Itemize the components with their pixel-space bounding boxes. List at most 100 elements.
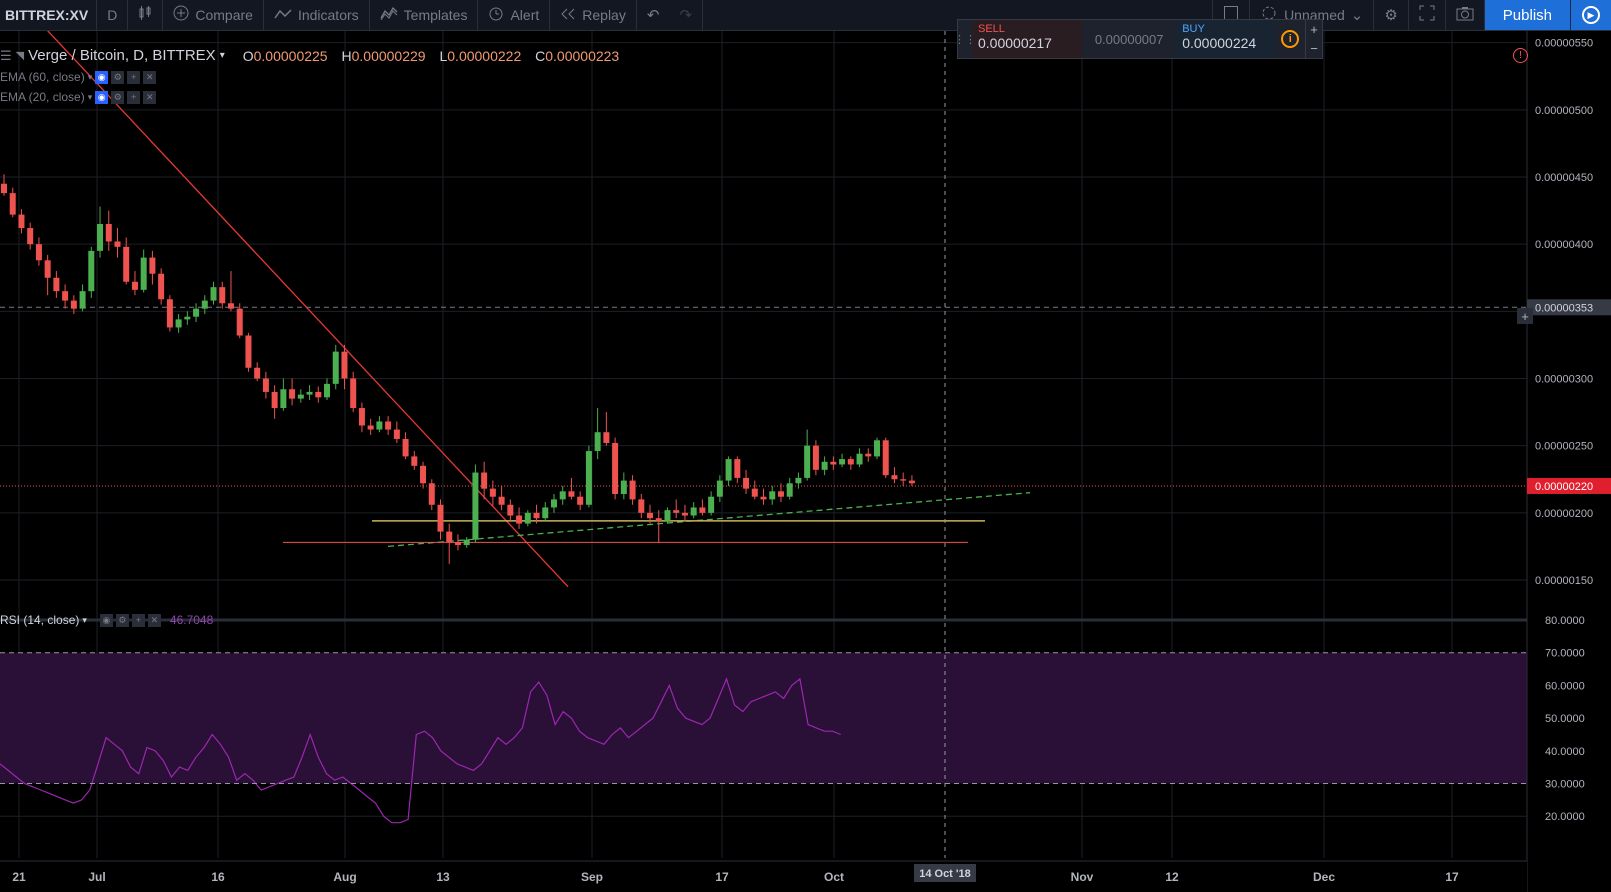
chevron-down-icon[interactable]: ▾ xyxy=(82,614,87,625)
chevron-down-icon[interactable]: ▾ xyxy=(87,91,93,102)
candle-body xyxy=(88,250,95,292)
close-icon[interactable]: ✕ xyxy=(143,90,157,104)
candle-body xyxy=(472,472,479,540)
chevron-down-icon[interactable]: ▾ xyxy=(219,50,225,61)
chevron-down-icon[interactable]: ▾ xyxy=(87,71,93,82)
snapshot-button[interactable] xyxy=(1446,0,1485,30)
ema60-legend[interactable]: EMA (60, close) ▾ ◉ ⚙ + ✕ xyxy=(0,70,157,84)
sell-label: SELL xyxy=(978,23,1005,35)
symbol-title[interactable]: Verge / Bitcoin, D, BITTREX xyxy=(28,47,216,64)
symbol-label: BITTREX:XV xyxy=(5,7,89,23)
publish-button[interactable]: Publish xyxy=(1484,0,1570,30)
candle-body xyxy=(795,477,802,484)
candle-body xyxy=(743,477,750,489)
top-toolbar: BITTREX:XV D Compare Indicators Template… xyxy=(0,0,1611,31)
close-icon[interactable]: ✕ xyxy=(147,613,161,627)
minus-button[interactable]: − xyxy=(1310,41,1318,56)
candle-body xyxy=(760,496,767,500)
candle-body xyxy=(839,459,846,465)
candle-body xyxy=(612,442,619,495)
plus-icon[interactable]: + xyxy=(127,90,141,104)
gear-icon[interactable]: ⚙ xyxy=(111,90,125,104)
candle-body xyxy=(751,488,758,497)
plus-button[interactable]: + xyxy=(1310,22,1318,37)
candle-body xyxy=(271,391,278,409)
candle-body xyxy=(769,491,776,500)
eye-icon[interactable]: ◉ xyxy=(95,90,109,104)
play-button[interactable]: ▶ xyxy=(1570,0,1611,30)
candle-body xyxy=(559,491,566,500)
plus-icon[interactable]: + xyxy=(131,613,145,627)
info-button[interactable]: i xyxy=(1275,20,1305,58)
eye-icon[interactable]: ◉ xyxy=(95,70,109,84)
undo-button[interactable]: ↶ xyxy=(637,0,670,30)
compare-button[interactable]: Compare xyxy=(163,0,264,30)
candle-body xyxy=(385,421,392,430)
alert-label: Alert xyxy=(510,7,540,23)
interval-button[interactable]: D xyxy=(97,0,129,30)
candle-body xyxy=(166,299,173,328)
price-tick-label: 0.00000400 xyxy=(1535,239,1593,251)
sell-button[interactable]: SELL 0.00000217 xyxy=(972,20,1083,58)
buy-button[interactable]: BUY 0.00000224 xyxy=(1176,20,1276,58)
templates-label: Templates xyxy=(403,7,468,23)
chart-type-button[interactable] xyxy=(128,0,164,30)
gear-icon[interactable]: ⚙ xyxy=(111,70,125,84)
time-tick-label: Dec xyxy=(1313,870,1335,884)
symbol-search[interactable]: BITTREX:XV xyxy=(0,0,98,30)
close-icon[interactable]: ✕ xyxy=(143,70,157,84)
candle-body xyxy=(524,512,531,524)
candle-body xyxy=(350,378,357,409)
templates-button[interactable]: Templates xyxy=(370,0,479,30)
redo-button[interactable]: ↷ xyxy=(669,0,704,30)
replay-label: Replay xyxy=(582,7,626,23)
candles-icon xyxy=(138,5,152,25)
candle-body xyxy=(900,479,907,481)
candle-body xyxy=(210,287,217,301)
time-tick-label: 13 xyxy=(436,870,450,884)
gear-icon: ⚙ xyxy=(1384,7,1398,24)
alert-button[interactable]: Alert xyxy=(478,0,551,30)
indicators-button[interactable]: Indicators xyxy=(264,0,370,30)
candle-body xyxy=(332,351,339,384)
crosshair-price-badge xyxy=(1527,299,1611,316)
fullscreen-icon xyxy=(1419,5,1435,25)
menu-icon[interactable]: ☰ xyxy=(0,47,12,63)
candle-body xyxy=(193,308,200,317)
camera-icon xyxy=(1456,6,1474,25)
candle-body xyxy=(105,224,112,242)
rewind-icon xyxy=(560,7,576,24)
spread-value: 0.00000007 xyxy=(1094,31,1164,47)
candle-body xyxy=(280,389,287,409)
drawing-lines[interactable] xyxy=(0,31,1527,588)
ema20-legend[interactable]: EMA (20, close) ▾ ◉ ⚙ + ✕ xyxy=(0,90,157,104)
add-price-line-button[interactable]: + xyxy=(1517,308,1533,324)
candle-body xyxy=(664,510,671,521)
rsi-legend[interactable]: RSI (14, close) ▾ ◉ ⚙ + ✕ 46.7048 xyxy=(0,613,213,627)
replay-button[interactable]: Replay xyxy=(550,0,637,30)
warning-icon[interactable]: ! xyxy=(1513,48,1528,63)
candle-body xyxy=(874,440,880,457)
fullscreen-button[interactable] xyxy=(1409,0,1446,30)
drag-handle-icon[interactable]: ⋮⋮ xyxy=(954,33,976,46)
flag-icon: ◥ xyxy=(15,50,25,62)
price-tick-label: 0.00000450 xyxy=(1535,172,1593,184)
quantity-stepper: + − xyxy=(1305,20,1322,58)
candle-body xyxy=(708,496,715,513)
candle-body xyxy=(227,303,234,309)
candle-body xyxy=(716,480,723,497)
settings-button[interactable]: ⚙ xyxy=(1374,0,1409,30)
high-value: 0.00000229 xyxy=(351,47,426,64)
price-chart[interactable]: 0.00000550 0.00000500 0.00000450 0.00000400… xyxy=(0,31,1611,892)
eye-icon[interactable]: ◉ xyxy=(99,613,113,627)
candle-body xyxy=(647,512,654,519)
axes: 0.00000550 0.00000500 0.00000450 0.00000400… xyxy=(0,31,1611,892)
gear-icon[interactable]: ⚙ xyxy=(115,613,129,627)
candle-body xyxy=(865,453,872,457)
candle-body xyxy=(428,483,435,505)
plus-icon[interactable]: + xyxy=(127,70,141,84)
candle-body xyxy=(603,432,610,443)
time-axis-bg xyxy=(0,861,1527,892)
candle-body xyxy=(725,459,732,481)
ohlc-values: O0.00000225 H0.00000229 L0.00000222 C0.0… xyxy=(243,48,629,64)
